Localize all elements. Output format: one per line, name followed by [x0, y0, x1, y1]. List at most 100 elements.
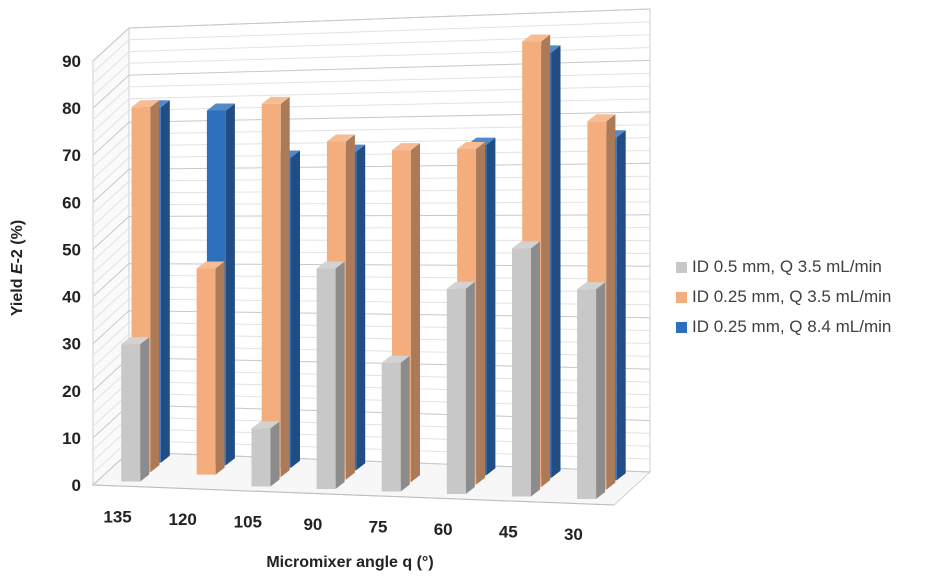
bar [261, 96, 290, 478]
y-axis-title-part: -2 (%) [9, 220, 26, 264]
bar-top [261, 96, 290, 104]
bar-front [577, 289, 597, 499]
gridline-minor [92, 72, 651, 121]
legend-label-series-2: ID 0.25 mm, Q 3.5 mL/min [692, 287, 892, 306]
y-axis-title-part: E [9, 262, 26, 274]
x-tick-label: 60 [434, 520, 453, 539]
y-tick-label: 70 [62, 146, 81, 165]
legend: ID 0.5 mm, Q 3.5 mL/min ID 0.25 mm, Q 3.… [676, 252, 938, 342]
bar [512, 241, 540, 497]
bar-top [446, 281, 475, 289]
legend-swatch-series-2 [676, 291, 687, 303]
y-tick-label: 30 [62, 335, 81, 354]
bar-top [381, 355, 410, 363]
bar-side [280, 96, 290, 478]
x-tick-label: 120 [169, 510, 197, 529]
bar-front [381, 362, 401, 492]
bar-top [131, 100, 160, 108]
bar [446, 281, 475, 494]
bar-side [150, 100, 160, 473]
bar-side [270, 421, 280, 487]
y-tick-label: 50 [62, 240, 81, 259]
bar-side [335, 261, 345, 489]
y-tick-label: 60 [62, 193, 81, 212]
x-tick-label: 75 [369, 517, 388, 536]
x-tick-label: 105 [234, 512, 262, 531]
bar [577, 282, 606, 499]
bar-front [316, 268, 336, 489]
y-tick-label: 10 [62, 429, 81, 448]
bar [316, 261, 345, 489]
gridline-minor [92, 85, 651, 133]
legend-label-series-1: ID 0.5 mm, Q 3.5 mL/min [692, 257, 882, 276]
bar-top [196, 261, 225, 269]
gridline-major [92, 8, 651, 62]
bar-side [356, 144, 366, 471]
bar-front [196, 268, 216, 475]
bar-front [251, 428, 271, 487]
bar [381, 355, 410, 492]
bar-side [140, 337, 150, 482]
bar-side [476, 142, 486, 485]
legend-item-series-1: ID 0.5 mm, Q 3.5 mL/min [676, 252, 938, 282]
x-axis-line [92, 484, 615, 506]
bar-top [392, 143, 420, 151]
bar-top [316, 261, 345, 269]
bar-front [512, 248, 531, 497]
bar-top [457, 142, 486, 149]
bar-side [345, 134, 355, 480]
bar-side [616, 130, 626, 481]
y-tick-label: 80 [62, 99, 81, 118]
x-tick-labels: 135 120 105 90 75 60 45 30 [103, 507, 583, 544]
y-tick-labels: 0 10 20 30 40 50 60 70 80 90 [62, 52, 81, 495]
bar-top [512, 241, 540, 249]
gridline-major [92, 59, 651, 109]
bar [251, 421, 280, 487]
bar-side [225, 103, 235, 466]
bar-top [577, 282, 606, 290]
bar-side [160, 100, 170, 463]
bar-front [121, 344, 141, 482]
bar [121, 337, 150, 482]
legend-swatch-series-3 [676, 321, 687, 333]
bar-side [551, 45, 561, 478]
bar-side [400, 355, 410, 492]
gridline-minor [92, 21, 651, 74]
bar-top [251, 421, 280, 429]
bar [196, 261, 225, 475]
x-tick-label: 30 [564, 525, 583, 544]
legend-item-series-3: ID 0.25 mm, Q 8.4 mL/min [676, 312, 938, 342]
legend-item-series-2: ID 0.25 mm, Q 3.5 mL/min [676, 282, 938, 312]
bar-side [606, 114, 616, 490]
bar-top [522, 34, 551, 42]
bar-top [326, 134, 355, 142]
gridline-major [92, 111, 651, 156]
y-tick-label: 90 [62, 52, 81, 71]
bar-side [531, 241, 540, 497]
x-tick-label: 135 [103, 507, 131, 526]
y-axis-title-part: Yield [9, 274, 26, 316]
bar-side [411, 143, 420, 483]
bar-top [206, 103, 235, 111]
bar-side [465, 281, 475, 494]
bar-side [541, 34, 551, 488]
gridline-minor [92, 34, 651, 85]
bar-front [261, 103, 281, 478]
bar-front [446, 288, 466, 494]
bar-side [596, 282, 606, 499]
bar-top [121, 337, 150, 345]
legend-swatch-series-1 [676, 261, 687, 273]
bar-side [215, 261, 225, 475]
x-tick-label: 45 [499, 522, 518, 541]
y-axis-title: Yield E-2 (%) [9, 220, 26, 316]
legend-label-series-3: ID 0.25 mm, Q 8.4 mL/min [692, 317, 892, 336]
bars [121, 34, 626, 499]
gridline-minor [92, 124, 651, 168]
y-tick-label: 20 [62, 382, 81, 401]
x-axis-title: Micromixer angle q (°) [266, 554, 433, 571]
x-tick-label: 90 [303, 515, 322, 534]
gridline-minor [92, 47, 651, 97]
bar-side [291, 150, 300, 468]
